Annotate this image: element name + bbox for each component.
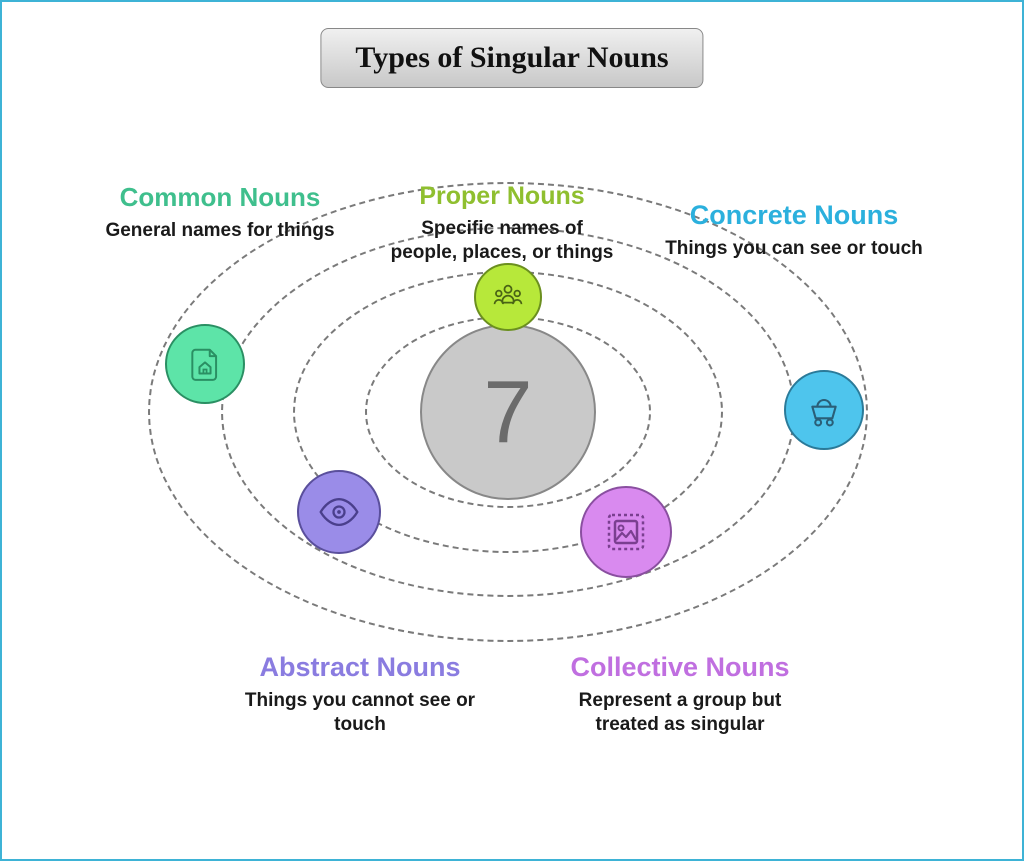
- common-nouns-description: General names for things: [95, 219, 345, 243]
- proper-nouns-title: Proper Nouns: [387, 182, 617, 211]
- node-collective-nouns: [580, 486, 672, 578]
- label-common-nouns: Common Nouns General names for things: [95, 182, 345, 243]
- collective-nouns-title: Collective Nouns: [550, 652, 810, 683]
- common-nouns-title: Common Nouns: [95, 182, 345, 213]
- people-icon: [491, 280, 525, 314]
- center-circle: 7: [420, 324, 596, 500]
- document-house-icon: [186, 345, 224, 383]
- label-collective-nouns: Collective Nouns Represent a group but t…: [550, 652, 810, 737]
- abstract-nouns-title: Abstract Nouns: [220, 652, 500, 683]
- abstract-nouns-description: Things you cannot see or touch: [220, 689, 500, 737]
- node-common-nouns: [165, 324, 245, 404]
- label-proper-nouns: Proper Nouns Specific names of people, p…: [387, 182, 617, 265]
- node-concrete-nouns: [784, 370, 864, 450]
- concrete-nouns-title: Concrete Nouns: [664, 200, 924, 231]
- concrete-nouns-description: Things you can see or touch: [664, 237, 924, 261]
- node-abstract-nouns: [297, 470, 381, 554]
- page-title: Types of Singular Nouns: [320, 28, 703, 88]
- label-concrete-nouns: Concrete Nouns Things you can see or tou…: [664, 200, 924, 261]
- proper-nouns-description: Specific names of people, places, or thi…: [387, 217, 617, 265]
- infographic-frame: Types of Singular Nouns 7: [0, 0, 1024, 861]
- label-abstract-nouns: Abstract Nouns Things you cannot see or …: [220, 652, 500, 737]
- eye-icon: [317, 490, 361, 534]
- cart-icon: [804, 390, 844, 430]
- stamp-icon: [602, 508, 650, 556]
- center-number: 7: [484, 361, 533, 463]
- node-proper-nouns: [474, 263, 542, 331]
- collective-nouns-description: Represent a group but treated as singula…: [550, 689, 810, 737]
- orbit-diagram: 7: [2, 102, 1022, 862]
